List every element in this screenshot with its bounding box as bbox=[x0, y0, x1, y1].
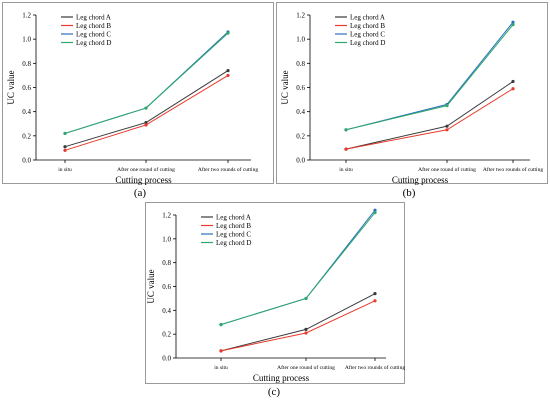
y-tick-label: 0.4 bbox=[22, 108, 31, 116]
data-point bbox=[63, 145, 67, 149]
chart-panel-c: 0.0 0.2 0.4 0.6 0.8 1.0 1.2 in situ After one ro… bbox=[145, 202, 405, 384]
data-point bbox=[219, 349, 223, 353]
x-tick-label: After one round of cutting bbox=[418, 166, 476, 173]
data-point bbox=[219, 323, 223, 327]
y-tick-label: 1.2 bbox=[162, 212, 171, 220]
x-axis-label: Cutting process bbox=[253, 373, 310, 383]
data-point bbox=[63, 148, 67, 152]
legend-entry: Leg chord D bbox=[216, 239, 251, 247]
series-line-leg-chord-d bbox=[64, 32, 229, 134]
data-point bbox=[226, 73, 230, 78]
y-tick-label: 1.0 bbox=[162, 235, 171, 243]
y-tick-label: 0.2 bbox=[162, 331, 171, 339]
data-point bbox=[344, 128, 348, 132]
series-line-leg-chord-b bbox=[345, 88, 514, 150]
data-point bbox=[373, 299, 377, 303]
data-point bbox=[144, 106, 148, 110]
legend-entry: Leg chord D bbox=[350, 39, 385, 47]
data-point bbox=[373, 208, 377, 212]
y-tick-label: 0.8 bbox=[22, 60, 31, 68]
y-tick-label: 0.0 bbox=[22, 157, 31, 165]
legend-entry: Leg chord B bbox=[216, 222, 251, 230]
x-tick-label: After two rounds of cutting bbox=[483, 166, 543, 173]
chart-c-svg: 0.0 0.2 0.4 0.6 0.8 1.0 1.2 in situ After one ro… bbox=[146, 208, 405, 383]
chart-panel-a: 0.0 0.2 0.4 0.6 0.8 1.0 1.2 in situ After one ro… bbox=[2, 2, 274, 186]
y-tick-label: 0.0 bbox=[162, 355, 171, 363]
data-point bbox=[63, 131, 67, 136]
legend-entry: Leg chord D bbox=[76, 39, 111, 47]
y-tick-label: 0.2 bbox=[22, 132, 31, 140]
series-line-leg-chord-b bbox=[220, 300, 376, 352]
data-point bbox=[511, 79, 515, 84]
x-tick-label: After one round of cutting bbox=[277, 364, 335, 371]
y-tick-label: 0.8 bbox=[296, 60, 305, 68]
x-tick-label: After two rounds of cutting bbox=[198, 166, 258, 173]
y-tick-label: 0.0 bbox=[296, 157, 305, 165]
chart-a-svg: 0.0 0.2 0.4 0.6 0.8 1.0 1.2 in situ After one ro… bbox=[6, 12, 258, 186]
legend-entry: Leg chord C bbox=[216, 231, 251, 239]
x-tick-label: After one round of cutting bbox=[117, 166, 175, 173]
data-point bbox=[226, 31, 230, 35]
data-point bbox=[304, 331, 308, 335]
chart-b-svg: 0.0 0.2 0.4 0.6 0.8 1.0 1.2 in situ After one ro… bbox=[280, 12, 543, 186]
x-axis-label: Cutting process bbox=[115, 175, 172, 185]
legend-entry: Leg chord C bbox=[76, 31, 111, 39]
data-point bbox=[144, 120, 148, 125]
chart-panel-b: 0.0 0.2 0.4 0.6 0.8 1.0 1.2 in situ After one ro… bbox=[276, 2, 548, 186]
data-point bbox=[304, 327, 308, 331]
data-point bbox=[373, 211, 377, 215]
panel-caption-b: (b) bbox=[402, 187, 416, 199]
series-line-leg-chord-a bbox=[345, 81, 514, 150]
legend-entry: Leg chord C bbox=[350, 31, 385, 39]
legend-entry: Leg chord B bbox=[76, 22, 111, 30]
y-tick-label: 0.6 bbox=[162, 283, 171, 291]
data-point bbox=[445, 104, 449, 108]
series-line-leg-chord-a bbox=[220, 293, 376, 352]
y-axis-label: UC value bbox=[146, 269, 156, 303]
y-tick-label: 0.6 bbox=[22, 84, 31, 92]
legend-entry: Leg chord B bbox=[350, 22, 385, 30]
y-tick-label: 1.0 bbox=[296, 36, 305, 44]
y-axis-label: UC value bbox=[280, 70, 290, 104]
data-point bbox=[304, 296, 308, 301]
y-tick-label: 0.4 bbox=[296, 108, 305, 116]
x-tick-label: After two rounds of cutting bbox=[345, 364, 405, 371]
data-point bbox=[144, 123, 148, 127]
data-point bbox=[445, 124, 449, 128]
y-tick-label: 1.2 bbox=[296, 12, 305, 20]
y-tick-label: 0.6 bbox=[296, 84, 305, 92]
x-tick-label: in situ bbox=[214, 365, 228, 371]
y-tick-label: 1.2 bbox=[22, 12, 31, 20]
data-point bbox=[373, 292, 377, 296]
data-point bbox=[226, 68, 230, 73]
series-line-leg-chord-c bbox=[64, 31, 229, 134]
panel-caption-c: (c) bbox=[267, 386, 281, 398]
legend-entry: Leg chord A bbox=[76, 14, 111, 22]
data-point bbox=[344, 147, 348, 151]
x-axis-label: Cutting process bbox=[392, 175, 449, 185]
legend-entry: Leg chord A bbox=[216, 214, 251, 222]
panel-caption-a: (a) bbox=[133, 187, 147, 199]
y-tick-label: 0.2 bbox=[296, 132, 305, 140]
data-point bbox=[511, 20, 515, 24]
x-tick-label: in situ bbox=[339, 167, 353, 173]
legend-entry: Leg chord A bbox=[350, 14, 385, 22]
y-axis-label: UC value bbox=[6, 70, 16, 104]
x-tick-label: in situ bbox=[58, 167, 72, 173]
data-point bbox=[445, 128, 449, 132]
data-point bbox=[511, 23, 515, 27]
y-tick-label: 0.4 bbox=[162, 307, 171, 315]
y-tick-label: 1.0 bbox=[22, 36, 31, 44]
data-point bbox=[511, 87, 515, 91]
y-tick-label: 0.8 bbox=[162, 259, 171, 267]
